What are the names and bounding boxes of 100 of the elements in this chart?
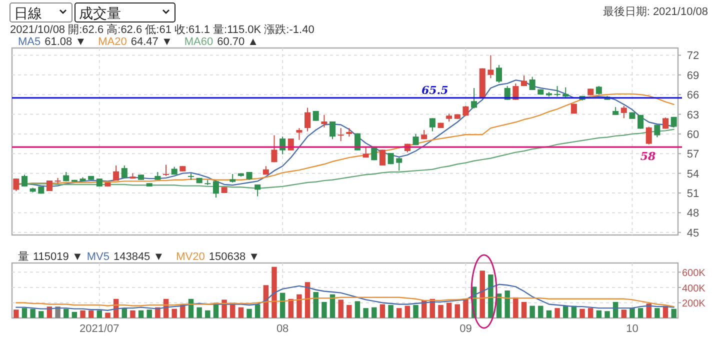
bar	[138, 310, 144, 318]
bar	[554, 308, 560, 318]
bar	[296, 294, 302, 318]
bar	[196, 307, 202, 318]
text: MA60	[184, 36, 214, 48]
y-tick-label: 60	[686, 128, 700, 141]
y-tick-label: 200K	[682, 298, 706, 310]
bar	[304, 282, 310, 318]
y-tick-label: 69	[686, 70, 700, 82]
bar	[72, 312, 78, 318]
bar	[254, 304, 260, 318]
bar	[530, 306, 535, 318]
bar	[638, 308, 644, 318]
bar	[388, 305, 394, 318]
bar	[612, 302, 618, 318]
bar	[14, 310, 19, 318]
y-tick-label: 48	[686, 208, 700, 220]
bar	[538, 306, 544, 318]
x-tick-label: 08	[276, 323, 289, 335]
y-tick-label: 57	[686, 148, 700, 161]
bar	[446, 302, 452, 318]
text: 日線	[14, 5, 42, 21]
x-tick-label: 09	[460, 323, 472, 335]
bar	[404, 306, 410, 318]
bar	[580, 308, 585, 318]
text: MA5	[18, 36, 41, 48]
line-series	[16, 296, 674, 308]
ref-line-label: 65.5	[422, 84, 448, 97]
bar	[338, 300, 344, 318]
text: 最後日期: 2021/10/08	[602, 6, 708, 18]
y-tick-label: 63	[686, 109, 700, 122]
text: MV5	[86, 251, 110, 263]
y-tick-label: 600K	[682, 268, 706, 280]
text: 2021/10/08 開:62.6 高:62.6 低:61 收:61.1 量:115.0K 漲跌:-1.40	[10, 23, 314, 36]
y-tick-label: 51	[686, 188, 700, 200]
bar	[396, 308, 402, 318]
bar	[80, 310, 86, 318]
annotation: 115019 ▼	[33, 251, 83, 263]
bar	[172, 308, 177, 318]
bar	[363, 308, 368, 318]
bar	[488, 274, 494, 318]
bar	[22, 308, 28, 318]
bar	[313, 292, 318, 318]
bar	[122, 308, 127, 318]
bar	[546, 310, 552, 318]
bar	[354, 301, 360, 318]
y-tick-label: 400K	[682, 283, 706, 294]
line-series	[16, 284, 674, 311]
bar	[322, 302, 327, 318]
bar	[88, 310, 94, 318]
bar	[563, 306, 568, 318]
bar	[454, 304, 460, 318]
bar	[513, 297, 518, 318]
bar	[496, 294, 502, 318]
bar	[604, 311, 610, 318]
bar	[38, 311, 44, 318]
bar	[588, 308, 594, 318]
y-tick-label: 72	[686, 50, 700, 62]
text: 60.70 ▲	[217, 36, 259, 48]
x-tick-label: 10	[626, 323, 638, 335]
y-tick-label: 45	[686, 227, 700, 240]
bar	[621, 310, 626, 318]
bar	[30, 308, 36, 318]
bar	[205, 310, 210, 318]
annotation: 150638 ▼	[208, 251, 260, 263]
text: MV20	[176, 251, 205, 263]
bar	[463, 298, 468, 318]
bar	[654, 308, 660, 318]
bar	[413, 305, 418, 318]
bar	[380, 304, 386, 318]
y-tick-label: 54	[686, 168, 700, 180]
text: 成交量	[79, 5, 121, 21]
bar	[671, 308, 676, 318]
bar	[330, 294, 336, 318]
bar	[521, 302, 527, 318]
bar	[438, 305, 444, 318]
bar	[146, 310, 152, 318]
text: 64.47 ▼	[130, 36, 172, 48]
text: MA20	[98, 36, 127, 48]
bar	[504, 290, 510, 318]
bar	[130, 310, 136, 318]
bar	[596, 310, 602, 318]
bar	[64, 308, 69, 318]
bar	[96, 310, 102, 318]
bar	[238, 307, 244, 318]
bar	[280, 292, 286, 318]
bar	[105, 312, 110, 318]
ref-line-label: 58	[640, 150, 656, 164]
bar	[630, 308, 635, 318]
bar	[288, 298, 294, 318]
bar	[246, 308, 252, 318]
bar	[346, 305, 352, 318]
annotation: 143845 ▼	[113, 251, 164, 263]
text: 61.08 ▼	[44, 36, 86, 48]
y-tick-label: 66	[686, 90, 700, 102]
annotation: 量	[18, 251, 29, 263]
bar	[372, 307, 377, 318]
bar	[480, 270, 485, 318]
bar	[272, 266, 277, 318]
x-tick-label: 2021/07	[80, 323, 120, 335]
